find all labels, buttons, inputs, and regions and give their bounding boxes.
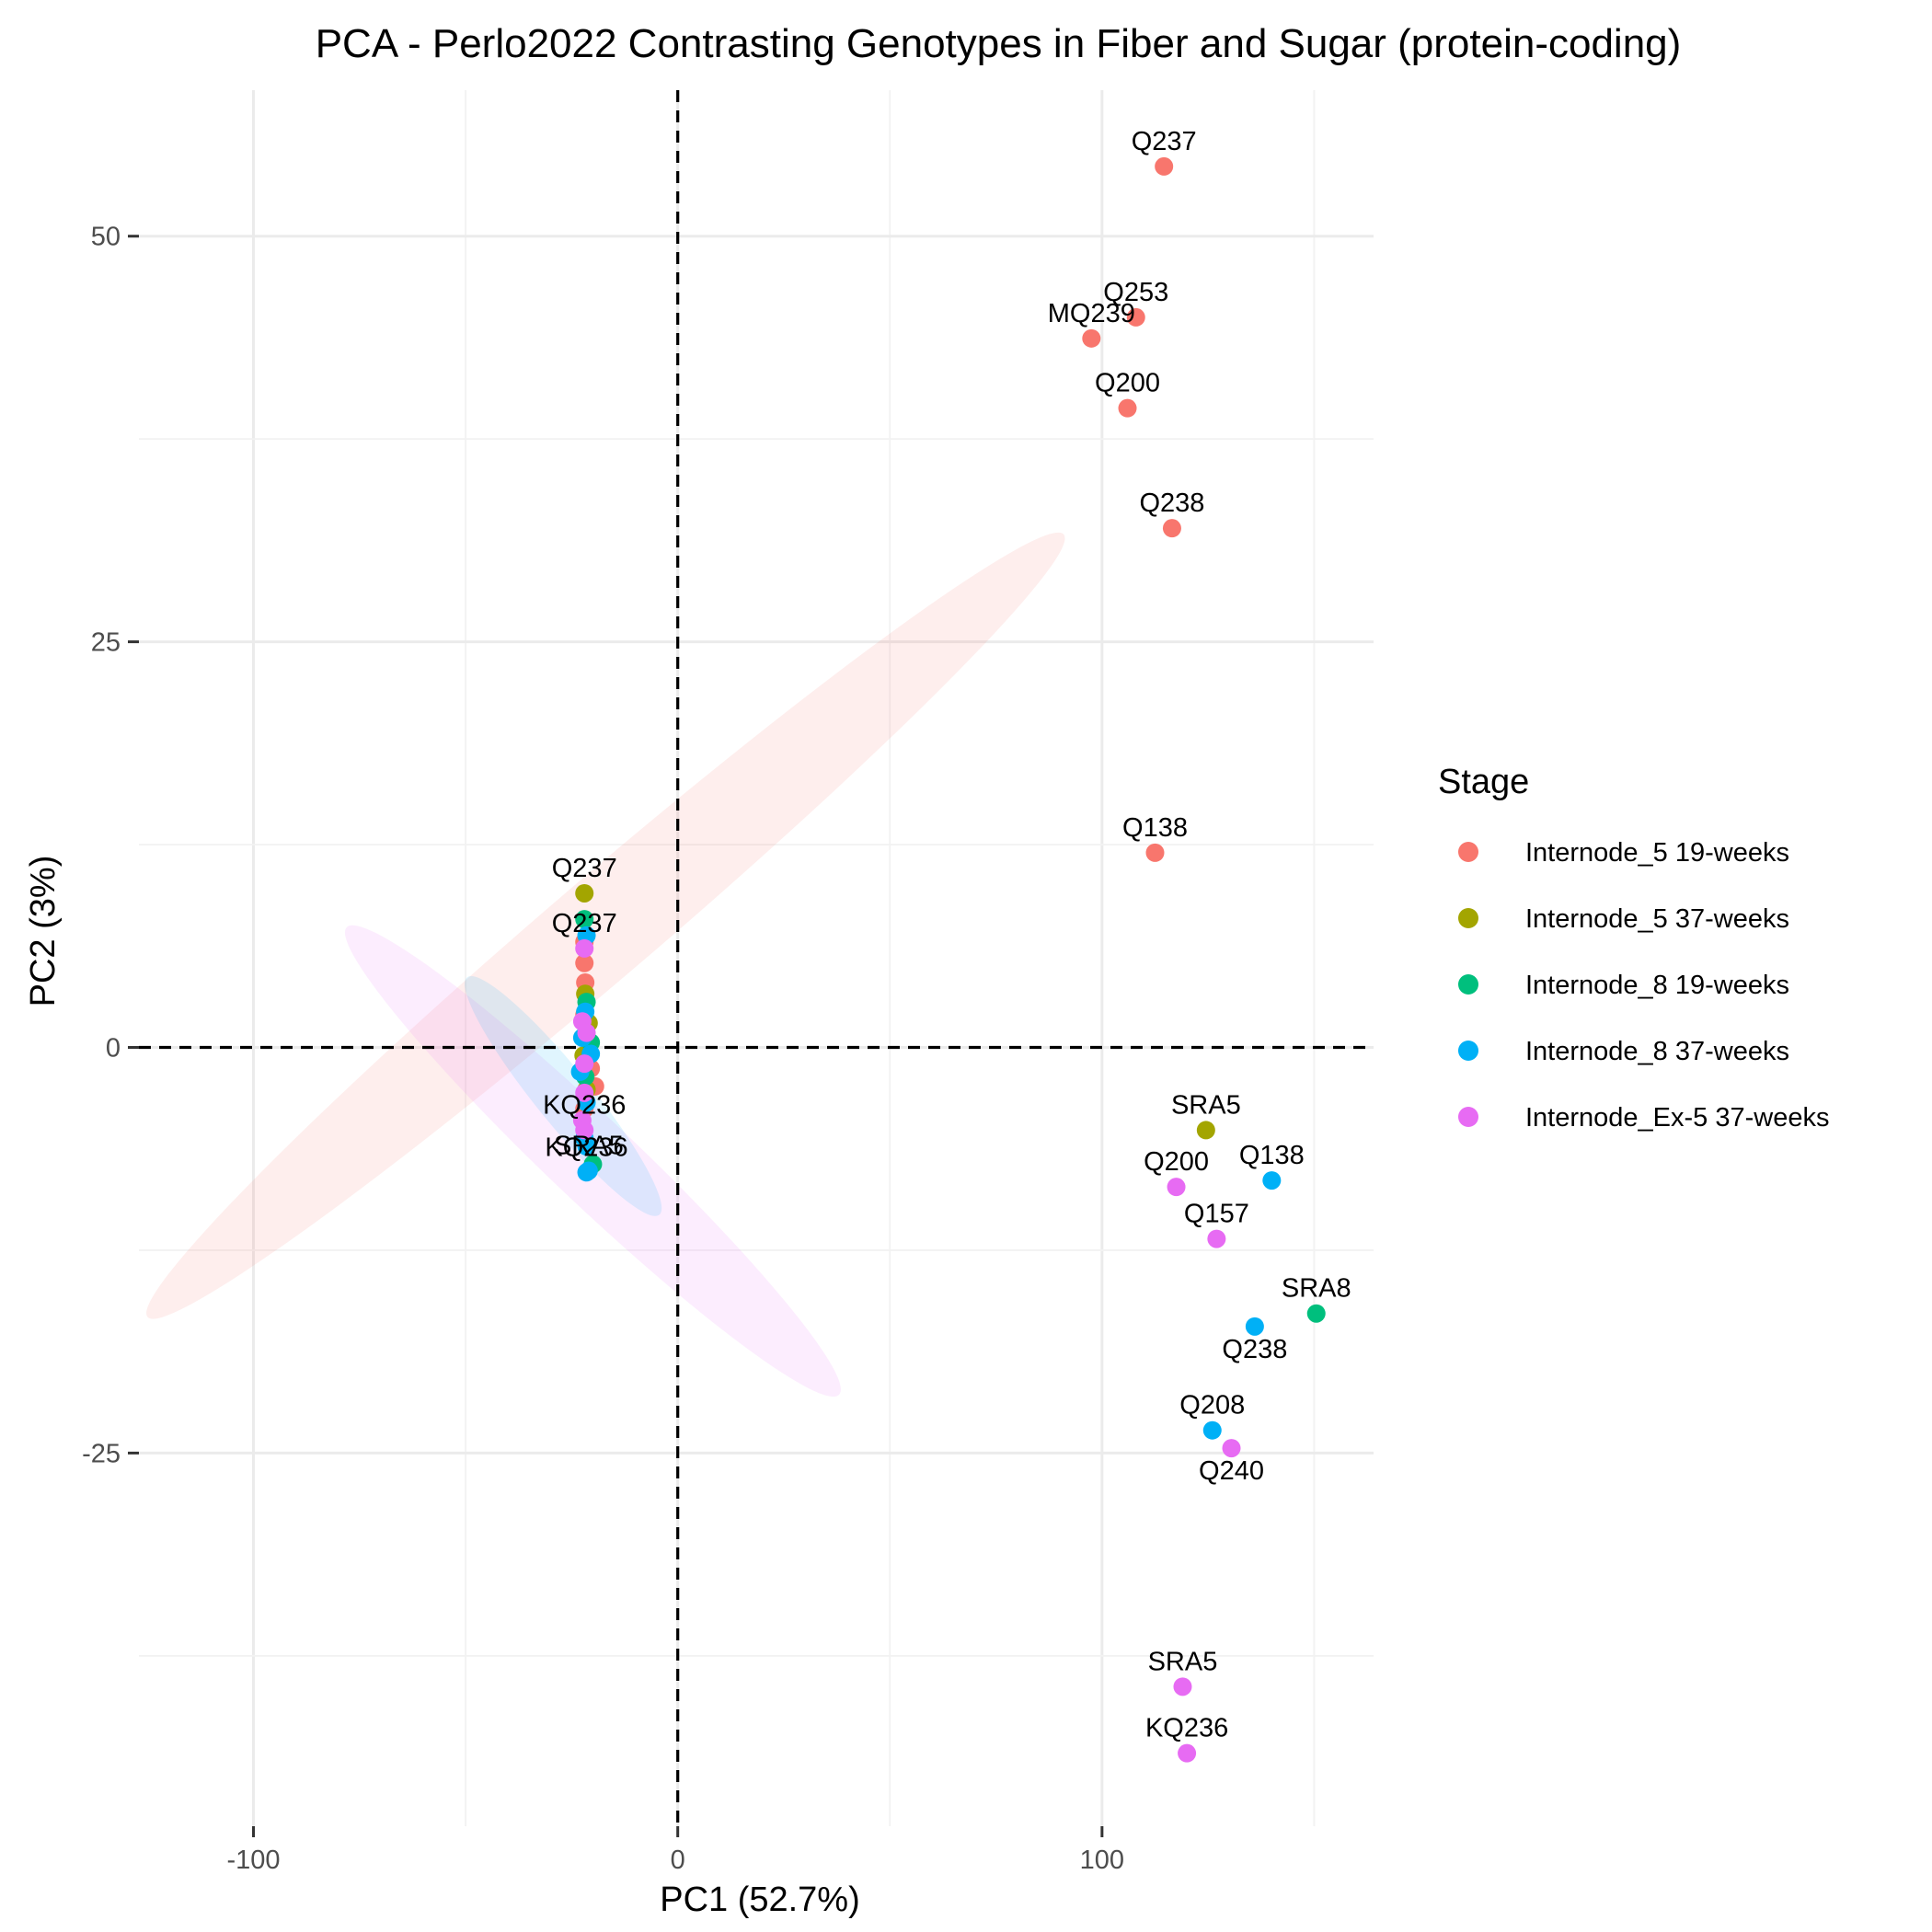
- x-axis-title: PC1 (52.7%): [660, 1880, 860, 1919]
- point-label: Q157: [1184, 1200, 1249, 1229]
- data-point: [1207, 1229, 1226, 1248]
- legend-title: Stage: [1438, 763, 1529, 801]
- point-label: Q253: [1103, 278, 1168, 307]
- x-tick-label: -100: [226, 1846, 280, 1875]
- data-point: [1173, 1677, 1192, 1696]
- legend-swatch: [1458, 908, 1478, 928]
- point-label: Q138: [1122, 813, 1188, 843]
- point-label: Q237: [1132, 127, 1197, 156]
- legend-label: Internode_5 37-weeks: [1525, 904, 1789, 934]
- x-tick-label: 0: [671, 1846, 685, 1875]
- axes: -100 0 100 -25 0 25 50: [82, 223, 1124, 1875]
- data-point: [1162, 519, 1181, 538]
- y-tick-label: 0: [106, 1033, 121, 1063]
- point-label: SRA5: [554, 1132, 624, 1161]
- legend-label: Internode_5 19-weeks: [1525, 838, 1789, 868]
- data-point: [1178, 1743, 1197, 1763]
- data-point: [575, 938, 594, 958]
- legend-label: Internode_Ex-5 37-weeks: [1525, 1103, 1829, 1133]
- point-label: KQ236: [543, 1090, 626, 1120]
- point-label: MQ239: [1048, 299, 1135, 328]
- data-point: [1262, 1171, 1282, 1190]
- y-tick-label: 50: [91, 223, 121, 252]
- point-label: Q238: [1139, 489, 1204, 518]
- point-label: KQ236: [545, 1133, 627, 1162]
- data-point: [575, 1083, 594, 1102]
- confidence-ellipse: [146, 532, 1065, 1319]
- legend-swatch: [1458, 842, 1478, 862]
- data-point: [577, 1137, 596, 1156]
- data-point: [1306, 1304, 1326, 1323]
- legend-label: Internode_8 37-weeks: [1525, 1037, 1789, 1066]
- data-point: [1196, 1121, 1215, 1140]
- data-point: [575, 953, 594, 972]
- data-point: [1202, 1420, 1222, 1440]
- point-label: SRA8: [1282, 1274, 1351, 1304]
- point-label: SRA5: [1148, 1647, 1218, 1676]
- legend-swatch: [1458, 1107, 1478, 1127]
- data-point: [577, 1023, 596, 1042]
- data-point: [1118, 398, 1137, 418]
- point-label: Q237: [552, 854, 617, 883]
- confidence-ellipse: [465, 976, 662, 1216]
- data-point: [1222, 1439, 1241, 1458]
- point-label: Q138: [1239, 1141, 1305, 1170]
- y-axis-title: PC2 (3%): [24, 856, 63, 1007]
- data-point: [1145, 843, 1165, 862]
- data-point: [1245, 1317, 1264, 1336]
- legend-label: Internode_8 19-weeks: [1525, 971, 1789, 1000]
- data-point: [1155, 156, 1174, 176]
- legend: Stage Internode_5 19-weeks Internode_5 37…: [1438, 763, 1829, 1133]
- y-tick-label: 25: [91, 628, 121, 658]
- point-label: Q200: [1095, 369, 1160, 398]
- data-point: [575, 910, 594, 929]
- confidence-ellipses: [146, 532, 1065, 1397]
- y-tick-label: -25: [82, 1439, 121, 1468]
- point-label: Q238: [1222, 1335, 1287, 1364]
- data-point: [1082, 328, 1101, 348]
- point-label: Q200: [1144, 1147, 1209, 1177]
- legend-items: Internode_5 19-weeks Internode_5 37-weeks…: [1458, 838, 1829, 1133]
- legend-swatch: [1458, 974, 1478, 995]
- data-point: [1167, 1178, 1186, 1197]
- point-label: Q240: [1199, 1456, 1264, 1486]
- reference-lines: [139, 90, 1374, 1826]
- point-label: KQ236: [1145, 1714, 1228, 1743]
- data-point: [577, 1163, 596, 1182]
- data-point: [1126, 307, 1145, 327]
- data-points: [570, 156, 1326, 1763]
- data-point: [575, 1121, 594, 1140]
- data-point: [575, 883, 594, 903]
- x-tick-label: 100: [1080, 1846, 1124, 1875]
- point-label: Q208: [1179, 1391, 1245, 1420]
- point-label: Q237: [552, 909, 617, 938]
- data-point: [575, 1054, 594, 1074]
- legend-swatch: [1458, 1041, 1478, 1061]
- point-label: SRA5: [1171, 1090, 1241, 1120]
- grid: [139, 90, 1374, 1826]
- chart-title: PCA - Perlo2022 Contrasting Genotypes in…: [316, 21, 1682, 66]
